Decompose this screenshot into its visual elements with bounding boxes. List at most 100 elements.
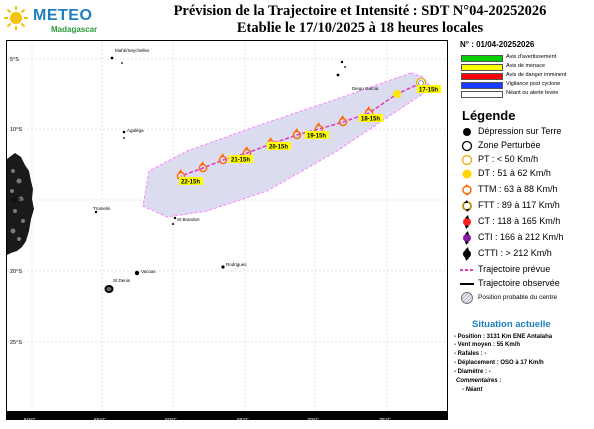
lat-label-10s: 10°S: [10, 127, 22, 133]
place-st-denis: St Denis: [113, 278, 131, 283]
lon-label-60e: 60°E: [165, 418, 177, 424]
place-diego-garcia: Diego Garcia: [352, 86, 379, 91]
track-label-21: 21-15h: [231, 158, 250, 164]
legend-item-position-probable: Position probable du centre: [460, 291, 594, 305]
meteo-logo: METEO Madagascar: [3, 3, 98, 39]
lat-label-5s: 5°S: [10, 57, 19, 63]
alert-row-menace: Avis de menace: [461, 63, 579, 72]
alert-label: Avis d'avertissement: [506, 54, 557, 60]
legend-item-ttm: TTM : 63 à 88 Km/h: [460, 183, 594, 197]
alert-swatch: [461, 55, 503, 62]
situation-position: - Position : 3131 Km ENE Antalaha: [454, 334, 553, 340]
lat-label-25s: 25°S: [10, 340, 22, 346]
situation-title: Situation actuelle: [472, 319, 551, 330]
page-subtitle: Etablie le 17/10/2025 à 18 heures locale…: [236, 20, 484, 36]
place-agalega: Agaléga: [127, 128, 144, 133]
pt-circle-icon: [461, 154, 473, 166]
date-label-backgrounds: [179, 85, 441, 185]
alert-swatch: [461, 73, 503, 80]
situation-diametre: - Diamètre : -: [454, 369, 491, 375]
situation-vent: - Vent moyen : 55 Km/h: [454, 342, 521, 348]
legend-label: DT : 51 à 62 Km/h: [478, 168, 551, 178]
track-label-18: 18-15h: [361, 117, 380, 123]
place-tromelin: Tromelin: [93, 206, 111, 211]
legend-label: TTM : 63 à 88 Km/h: [478, 184, 558, 194]
alert-swatch: [461, 82, 503, 89]
graticule: [7, 41, 447, 411]
place-rodrigues: Rodrigues: [226, 262, 247, 267]
alert-row-danger: Avis de danger imminent: [461, 72, 579, 81]
legend-item-trajectoire-prevue: Trajectoire prévue: [460, 263, 594, 277]
alert-label: Avis de menace: [506, 63, 546, 69]
legend-label: FTT : 89 à 117 Km/h: [478, 200, 560, 210]
situation-rafales: - Rafales : -: [454, 351, 487, 357]
legend-label: PT : < 50 Km/h: [478, 154, 539, 164]
legend-item-trajectoire-observee: Trajectoire observée: [460, 277, 594, 291]
alert-label: Vigilance post cyclone: [506, 81, 561, 87]
map-canvas: 17-15h 18-15h 19-15h 20-15h 21-15h 22-15…: [7, 41, 447, 411]
alert-swatch: [461, 64, 503, 71]
lon-label-50e: 50°E: [24, 418, 36, 424]
legend-item-dt: DT : 51 à 62 Km/h: [460, 167, 594, 181]
page-title: Prévision de la Trajectoire et Intensité…: [173, 3, 547, 19]
alert-label: Néant ou alerte levée: [506, 90, 559, 96]
legend-label: Dépression sur Terre: [478, 126, 562, 136]
forecast-map[interactable]: 17-15h 18-15h 19-15h 20-15h 21-15h 22-15…: [6, 40, 448, 412]
ttm-hooks: [178, 106, 370, 173]
ct-cyclone-icon: [463, 215, 471, 229]
alert-row-vigilance: Vigilance post cyclone: [461, 81, 579, 90]
legend-label: CTI : 166 à 212 Km/h: [478, 232, 564, 242]
sun-icon: [4, 6, 28, 30]
dt-dot-icon: [462, 169, 472, 179]
comments-value: - Néant: [462, 387, 483, 393]
legend-item-ctti: CTTI : > 212 Km/h: [460, 247, 594, 261]
place-st-brandon: St Brandon: [177, 217, 200, 222]
legend-item-zone-perturbee: Zone Perturbée: [460, 139, 594, 153]
lon-label-65e: 65°E: [237, 418, 249, 424]
ctti-cyclone-icon: [463, 247, 471, 261]
ftt-cyclone-icon: [462, 200, 472, 212]
longitude-axis: 50°E 55°E 60°E 65°E 70°E 75°E: [6, 411, 448, 424]
open-circle-icon: [461, 140, 473, 152]
dot-icon: [463, 128, 471, 136]
lon-label-75e: 75°E: [379, 418, 391, 424]
legend-label: Trajectoire observée: [478, 278, 560, 288]
ttm-cyclone-icon: [462, 184, 472, 196]
legend-label: CT : 118 à 165 Km/h: [478, 216, 561, 226]
alert-label: Avis de danger imminent: [506, 72, 567, 78]
alert-swatch: [461, 91, 503, 98]
hatched-circle-icon: [461, 292, 473, 304]
madagascar-terrain: [10, 169, 25, 241]
legend-label: Position probable du centre: [478, 294, 558, 301]
legend-item-cti: CTI : 166 à 212 Km/h: [460, 231, 594, 245]
lat-label-15s: 15°S: [10, 198, 22, 204]
alert-row-avertissement: Avis d'avertissement: [461, 54, 579, 63]
legend-item-ct: CT : 118 à 165 Km/h: [460, 215, 594, 229]
logo-name: METEO: [33, 7, 93, 24]
legend-title: Légende: [462, 108, 516, 123]
place-mahe: Mahé/Seychelles: [115, 48, 150, 53]
legend-item-ftt: FTT : 89 à 117 Km/h: [460, 199, 594, 213]
comments-title: Commentaires :: [456, 378, 502, 384]
lat-label-20s: 20°S: [10, 269, 22, 275]
track-label-19: 19-15h: [307, 134, 326, 140]
track-label-20: 20-15h: [269, 145, 288, 151]
track-label-22: 22-15h: [181, 180, 200, 186]
place-vacoas: Vacoas: [141, 269, 156, 274]
situation-deplacement: - Déplacement : OSO à 17 Km/h: [454, 360, 544, 366]
logo-subtitle: Madagascar: [51, 25, 98, 34]
lon-label-55e: 55°E: [94, 418, 106, 424]
solid-line-icon: [460, 283, 474, 285]
storm-number: N° : 01/04-20252026: [460, 40, 535, 49]
legend-panel: N° : 01/04-20252026 Avis d'avertissement…: [452, 36, 594, 420]
legend-label: CTTI : > 212 Km/h: [478, 248, 552, 258]
forecast-track-line: [180, 82, 422, 177]
cti-cyclone-icon: [463, 231, 471, 245]
track-point-dt[interactable]: [393, 90, 401, 98]
dashed-line-icon: [460, 269, 474, 271]
alert-row-neant: Néant ou alerte levée: [461, 90, 579, 99]
legend-item-pt: PT : < 50 Km/h: [460, 153, 594, 167]
legend-label: Zone Perturbée: [478, 140, 541, 150]
legend-item-depression-terre: Dépression sur Terre: [460, 125, 594, 139]
legend-label: Trajectoire prévue: [478, 264, 551, 274]
